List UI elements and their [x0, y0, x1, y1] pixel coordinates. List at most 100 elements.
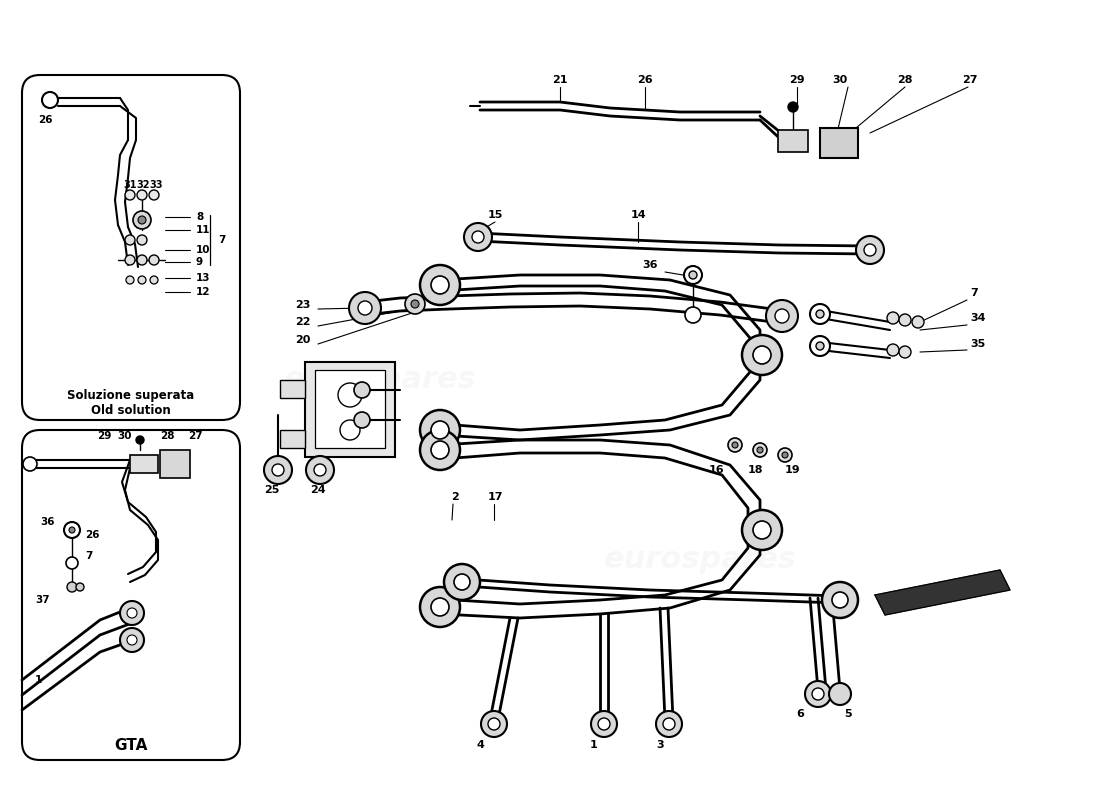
Circle shape — [148, 255, 159, 265]
Text: 30: 30 — [117, 431, 132, 441]
Text: 35: 35 — [970, 339, 986, 349]
Text: 2: 2 — [451, 492, 459, 502]
Circle shape — [138, 216, 146, 224]
Circle shape — [272, 464, 284, 476]
Circle shape — [472, 231, 484, 243]
Text: 25: 25 — [264, 485, 279, 495]
Text: 9: 9 — [196, 257, 204, 267]
Circle shape — [138, 235, 147, 245]
Circle shape — [358, 301, 372, 315]
Circle shape — [788, 102, 798, 112]
Text: eurospares: eurospares — [284, 366, 476, 394]
Text: 1: 1 — [35, 675, 42, 685]
Circle shape — [864, 244, 876, 256]
Circle shape — [766, 300, 797, 332]
Circle shape — [591, 711, 617, 737]
Text: 32: 32 — [136, 180, 150, 190]
Text: 26: 26 — [85, 530, 99, 540]
Circle shape — [782, 452, 788, 458]
Circle shape — [138, 190, 147, 200]
Circle shape — [454, 574, 470, 590]
Bar — [280, 380, 305, 398]
Text: 37: 37 — [35, 595, 50, 605]
Circle shape — [120, 601, 144, 625]
Circle shape — [431, 441, 449, 459]
Circle shape — [778, 448, 792, 462]
Circle shape — [420, 587, 460, 627]
Circle shape — [742, 335, 782, 375]
Text: 11: 11 — [196, 225, 210, 235]
Circle shape — [832, 592, 848, 608]
Bar — [130, 455, 158, 473]
Circle shape — [816, 310, 824, 318]
Text: 10: 10 — [196, 245, 210, 255]
Circle shape — [431, 276, 449, 294]
Text: 24: 24 — [310, 485, 326, 495]
Circle shape — [488, 718, 501, 730]
Circle shape — [757, 447, 763, 453]
Circle shape — [689, 271, 697, 279]
Text: 26: 26 — [637, 75, 652, 85]
Text: 7: 7 — [218, 235, 226, 245]
Circle shape — [728, 438, 743, 452]
Circle shape — [405, 294, 425, 314]
Text: 8: 8 — [196, 212, 204, 222]
Text: 18: 18 — [747, 465, 762, 475]
Circle shape — [120, 628, 144, 652]
Text: 33: 33 — [150, 180, 163, 190]
Circle shape — [899, 346, 911, 358]
Polygon shape — [874, 570, 1010, 615]
Bar — [280, 430, 305, 448]
Circle shape — [431, 421, 449, 439]
Circle shape — [126, 635, 138, 645]
Circle shape — [64, 522, 80, 538]
Circle shape — [887, 344, 899, 356]
Circle shape — [810, 336, 830, 356]
FancyBboxPatch shape — [22, 75, 240, 420]
Text: 13: 13 — [196, 273, 210, 283]
Circle shape — [464, 223, 492, 251]
Circle shape — [69, 527, 75, 533]
Circle shape — [887, 312, 899, 324]
Bar — [820, 128, 858, 158]
Text: 7: 7 — [85, 551, 92, 561]
Circle shape — [126, 608, 138, 618]
Circle shape — [314, 464, 326, 476]
Circle shape — [138, 276, 146, 284]
Circle shape — [912, 316, 924, 328]
Circle shape — [354, 382, 370, 398]
Circle shape — [899, 314, 911, 326]
Circle shape — [411, 300, 419, 308]
Text: 15: 15 — [487, 210, 503, 220]
Circle shape — [816, 342, 824, 350]
Circle shape — [125, 255, 135, 265]
Circle shape — [126, 276, 134, 284]
Circle shape — [136, 436, 144, 444]
Circle shape — [125, 235, 135, 245]
Text: 27: 27 — [188, 431, 202, 441]
Circle shape — [684, 266, 702, 284]
Circle shape — [125, 190, 135, 200]
Text: 27: 27 — [962, 75, 978, 85]
Text: 31: 31 — [123, 180, 136, 190]
Circle shape — [742, 510, 782, 550]
Circle shape — [663, 718, 675, 730]
Circle shape — [805, 681, 830, 707]
Circle shape — [810, 304, 830, 324]
Text: Soluzione superata: Soluzione superata — [67, 389, 195, 402]
Text: 12: 12 — [196, 287, 210, 297]
Circle shape — [349, 292, 381, 324]
Circle shape — [420, 410, 460, 450]
Circle shape — [23, 457, 37, 471]
Circle shape — [481, 711, 507, 737]
Circle shape — [431, 598, 449, 616]
Text: 14: 14 — [630, 210, 646, 220]
Text: 3: 3 — [657, 740, 663, 750]
Text: 20: 20 — [295, 335, 310, 345]
Text: 28: 28 — [160, 431, 175, 441]
Bar — [778, 130, 808, 152]
Text: 19: 19 — [785, 465, 801, 475]
Text: 6: 6 — [796, 709, 804, 719]
Text: 26: 26 — [39, 115, 53, 125]
Circle shape — [76, 583, 84, 591]
